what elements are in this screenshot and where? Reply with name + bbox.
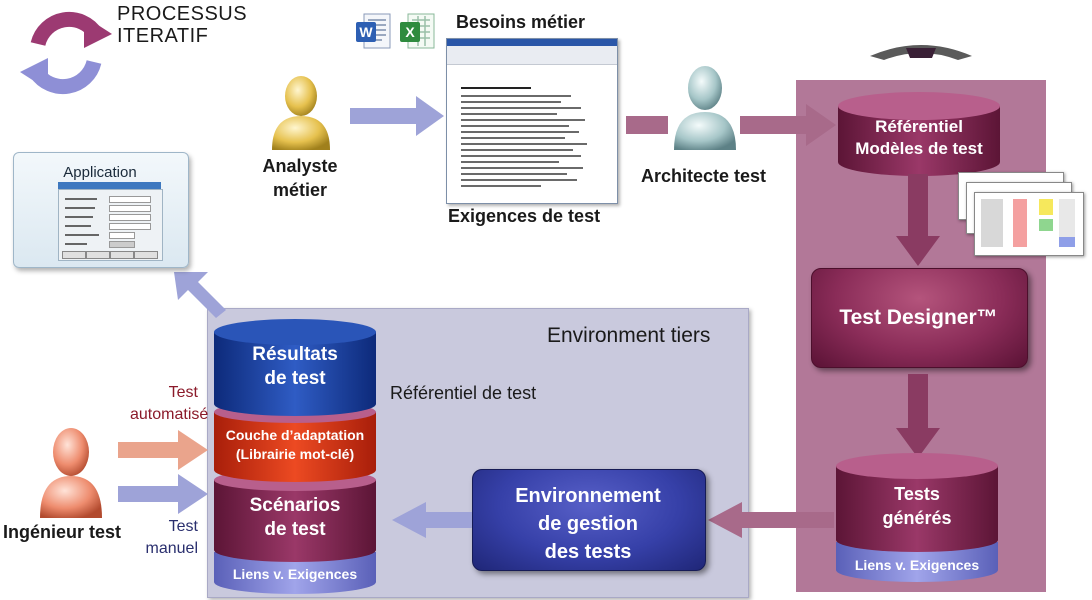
doc-toolbar — [447, 46, 617, 65]
doc-line — [461, 143, 587, 145]
doc-line — [461, 155, 581, 157]
doc-line — [461, 167, 583, 169]
process-title-line2: ITERATIF — [117, 25, 209, 47]
couche-line1: Couche d’adaptation — [225, 427, 365, 443]
environnement-gestion-label: Environnement de gestion des tests — [472, 482, 704, 566]
doc-line — [461, 113, 557, 115]
application-form — [58, 189, 163, 261]
excel-icon: X — [400, 13, 435, 49]
doc-line — [461, 131, 579, 133]
env-gestion-line2: de gestion — [537, 513, 638, 535]
analyst-person-icon — [272, 76, 330, 150]
engineer-label: Ingénieur test — [3, 522, 122, 542]
scenarios-line1: Scénarios — [249, 495, 341, 516]
test-automatise-line1: Test — [168, 384, 198, 401]
resultats-label: Résultats de test — [212, 343, 378, 391]
resultats-line2: de test — [264, 368, 326, 389]
model-sheet — [974, 192, 1084, 256]
exigences-label: Exigences de test — [448, 206, 601, 226]
doc-line — [461, 185, 541, 187]
analyst-label-line1: Analyste — [262, 156, 338, 176]
scenarios-liens-label: Liens v. Exigences — [232, 566, 358, 582]
test-designer-box — [811, 268, 1028, 368]
tests-generes-liens-label: Liens v. Exigences — [854, 557, 980, 573]
doc-line — [461, 137, 565, 139]
analyst-label-line2: métier — [272, 180, 328, 200]
test-manuel-line1: Test — [168, 518, 198, 535]
doc-line — [461, 119, 585, 121]
doc-line — [461, 95, 571, 97]
referentiel-label-line2: Modèles de test — [855, 139, 983, 158]
test-manuel-label: Test manuel — [130, 516, 198, 560]
tests-generes-line2: générés — [882, 508, 952, 528]
arrow-tests-to-env — [708, 502, 834, 538]
arrow-designer-to-tests — [896, 374, 940, 458]
process-title: PROCESSUS ITERATIF — [117, 3, 247, 47]
arrow-analyst-to-doc — [350, 96, 444, 136]
referentiel-de-test-label: Référentiel de test — [390, 383, 537, 403]
process-title-line1: PROCESSUS — [117, 3, 248, 25]
word-icon: W — [356, 13, 391, 49]
scenarios-label: Scénarios de test — [212, 494, 378, 542]
env-gestion-line1: Environnement — [515, 485, 661, 507]
test-manuel-line2: manuel — [145, 540, 198, 557]
resultats-line1: Résultats — [252, 344, 338, 365]
architect-label: Architecte test — [641, 166, 767, 186]
scenarios-line2: de test — [264, 519, 326, 540]
fan-decoration — [870, 45, 972, 60]
arrow-referentiel-to-designer — [896, 174, 940, 266]
resultats-database-icon — [214, 319, 376, 416]
svg-text:X: X — [405, 24, 415, 40]
architect-person-icon — [674, 66, 736, 150]
doc-line — [461, 149, 573, 151]
engineer-person-icon — [40, 428, 102, 518]
referentiel-database-icon — [838, 92, 1000, 176]
doc-line — [461, 87, 531, 89]
tests-generes-database-icon — [836, 453, 998, 582]
arrow-doc-to-architect — [626, 116, 668, 134]
doc-titlebar — [447, 39, 617, 46]
application-form-titlebar — [58, 182, 161, 189]
doc-line — [461, 107, 581, 109]
arrow-env-to-scenarios — [392, 502, 472, 538]
application-title: Application — [63, 164, 137, 181]
test-designer-label: Test Designer™ — [839, 306, 998, 329]
referentiel-label: Référentiel Modèles de test — [836, 116, 1002, 160]
doc-line — [461, 125, 569, 127]
doc-line — [461, 173, 567, 175]
doc-line — [461, 179, 577, 181]
analyst-label: Analyste métier — [250, 154, 350, 202]
arrow-architect-to-referentiel — [740, 104, 836, 146]
arrow-engineer-to-scenarios — [118, 474, 208, 514]
test-automatise-line2: automatisé — [130, 406, 209, 423]
doc-line — [461, 161, 559, 163]
iterative-cycle-icon — [20, 11, 112, 95]
tests-generes-label: Tests générés — [834, 482, 1000, 530]
env-gestion-line3: des tests — [544, 541, 632, 563]
referentiel-label-line1: Référentiel — [875, 117, 963, 136]
couche-line2: (Librairie mot-clé) — [235, 446, 355, 462]
besoins-label: Besoins métier — [456, 12, 586, 32]
arrow-engineer-to-couche — [118, 430, 208, 470]
couche-label: Couche d’adaptation (Librairie mot-clé) — [212, 426, 378, 464]
doc-line — [461, 101, 561, 103]
svg-text:W: W — [359, 24, 373, 40]
test-automatise-label: Test automatisé — [130, 382, 209, 426]
environment-tiers-label: Environment tiers — [547, 324, 711, 347]
arrow-stack-to-application — [174, 272, 226, 318]
environnement-gestion-box — [472, 469, 706, 571]
requirements-document-thumbnail — [446, 38, 618, 204]
tests-generes-line1: Tests — [894, 484, 940, 504]
